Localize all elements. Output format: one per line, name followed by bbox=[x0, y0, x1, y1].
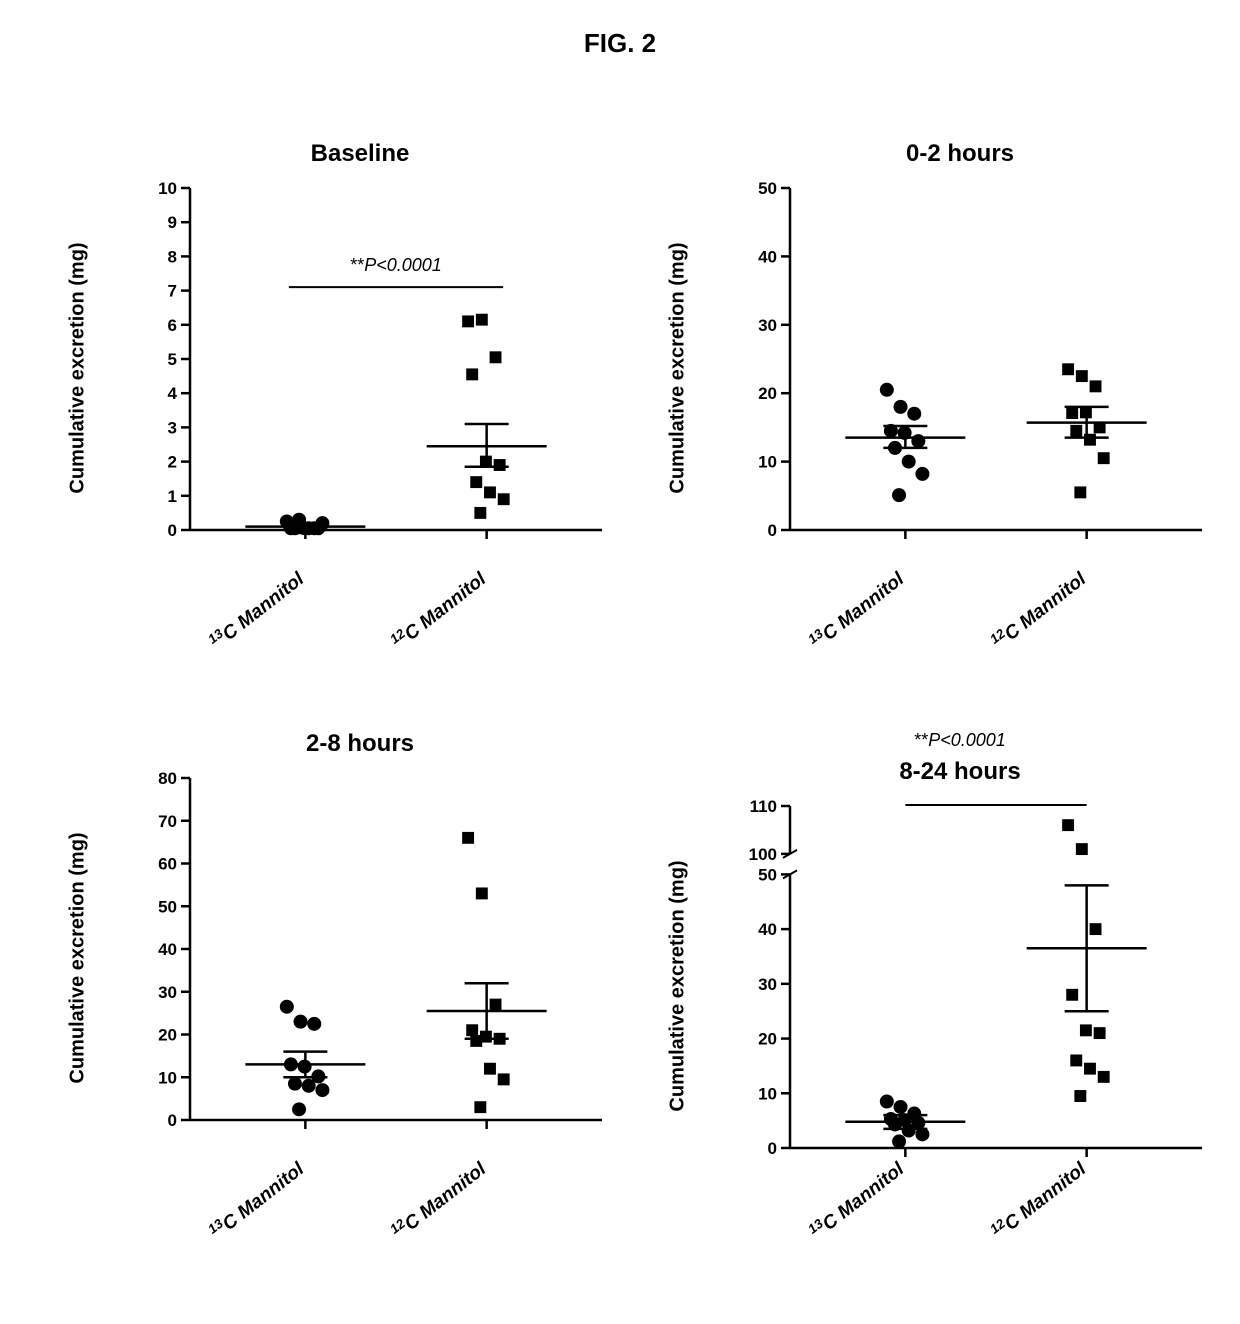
svg-text:9: 9 bbox=[168, 213, 177, 232]
svg-text:6: 6 bbox=[168, 316, 177, 335]
x-category-label: 13C Mannitol bbox=[205, 1156, 309, 1245]
y-axis-label: Cumulative excretion (mg) bbox=[667, 242, 690, 493]
svg-text:2: 2 bbox=[168, 453, 177, 472]
x-category-label: 12C Mannitol bbox=[987, 1156, 1091, 1245]
panel-hours824: **P<0.00018-24 hoursCumulative excretion… bbox=[680, 730, 1240, 1250]
svg-text:20: 20 bbox=[758, 384, 777, 403]
svg-text:20: 20 bbox=[758, 1030, 777, 1049]
svg-text:70: 70 bbox=[158, 812, 177, 831]
panel-title: 0-2 hours bbox=[680, 140, 1240, 178]
svg-text:4: 4 bbox=[168, 384, 178, 403]
svg-text:40: 40 bbox=[758, 247, 777, 266]
y-axis-label: Cumulative excretion (mg) bbox=[67, 832, 90, 1083]
svg-text:3: 3 bbox=[168, 418, 177, 437]
x-axis-labels: 13C Mannitol12C Mannitol bbox=[142, 1102, 612, 1212]
panel-baseline: BaselineCumulative excretion (mg)0123456… bbox=[80, 140, 640, 660]
svg-text:30: 30 bbox=[158, 983, 177, 1002]
svg-text:50: 50 bbox=[158, 897, 177, 916]
panel-title: 2-8 hours bbox=[80, 730, 640, 768]
x-category-label: 12C Mannitol bbox=[387, 566, 491, 655]
figure-title: FIG. 2 bbox=[0, 28, 1240, 59]
svg-text:10: 10 bbox=[758, 1084, 777, 1103]
svg-text:8: 8 bbox=[168, 247, 177, 266]
svg-text:80: 80 bbox=[158, 769, 177, 788]
svg-text:20: 20 bbox=[158, 1026, 177, 1045]
svg-text:10: 10 bbox=[158, 179, 177, 198]
svg-text:10: 10 bbox=[158, 1068, 177, 1087]
svg-text:1: 1 bbox=[168, 487, 177, 506]
svg-text:100: 100 bbox=[749, 845, 777, 864]
panel-title: 8-24 hours bbox=[680, 758, 1240, 796]
svg-text:40: 40 bbox=[758, 920, 777, 939]
x-category-label: 12C Mannitol bbox=[387, 1156, 491, 1245]
x-category-label: 13C Mannitol bbox=[205, 566, 309, 655]
svg-text:10: 10 bbox=[758, 453, 777, 472]
x-axis-labels: 13C Mannitol12C Mannitol bbox=[742, 1102, 1212, 1212]
svg-text:110: 110 bbox=[750, 797, 777, 816]
svg-text:30: 30 bbox=[758, 316, 777, 335]
x-axis-labels: 13C Mannitol12C Mannitol bbox=[142, 512, 612, 622]
svg-text:50: 50 bbox=[758, 865, 777, 884]
x-category-label: 12C Mannitol bbox=[987, 566, 1091, 655]
panel-hours02: 0-2 hoursCumulative excretion (mg)010203… bbox=[680, 140, 1240, 660]
svg-text:5: 5 bbox=[168, 350, 177, 369]
panel-title: Baseline bbox=[80, 140, 640, 178]
y-axis-label: Cumulative excretion (mg) bbox=[667, 860, 690, 1111]
svg-text:60: 60 bbox=[158, 855, 177, 874]
y-axis-label: Cumulative excretion (mg) bbox=[67, 242, 90, 493]
x-category-label: 13C Mannitol bbox=[805, 1156, 909, 1245]
p-value: **P<0.0001 bbox=[680, 730, 1240, 758]
svg-text:50: 50 bbox=[758, 179, 777, 198]
x-category-label: 13C Mannitol bbox=[805, 566, 909, 655]
panel-hours28: 2-8 hoursCumulative excretion (mg)010203… bbox=[80, 730, 640, 1250]
svg-text:7: 7 bbox=[168, 282, 177, 301]
x-axis-labels: 13C Mannitol12C Mannitol bbox=[742, 512, 1212, 622]
svg-text:30: 30 bbox=[758, 975, 777, 994]
svg-text:40: 40 bbox=[158, 940, 177, 959]
svg-text:**P<0.0001: **P<0.0001 bbox=[350, 255, 442, 275]
